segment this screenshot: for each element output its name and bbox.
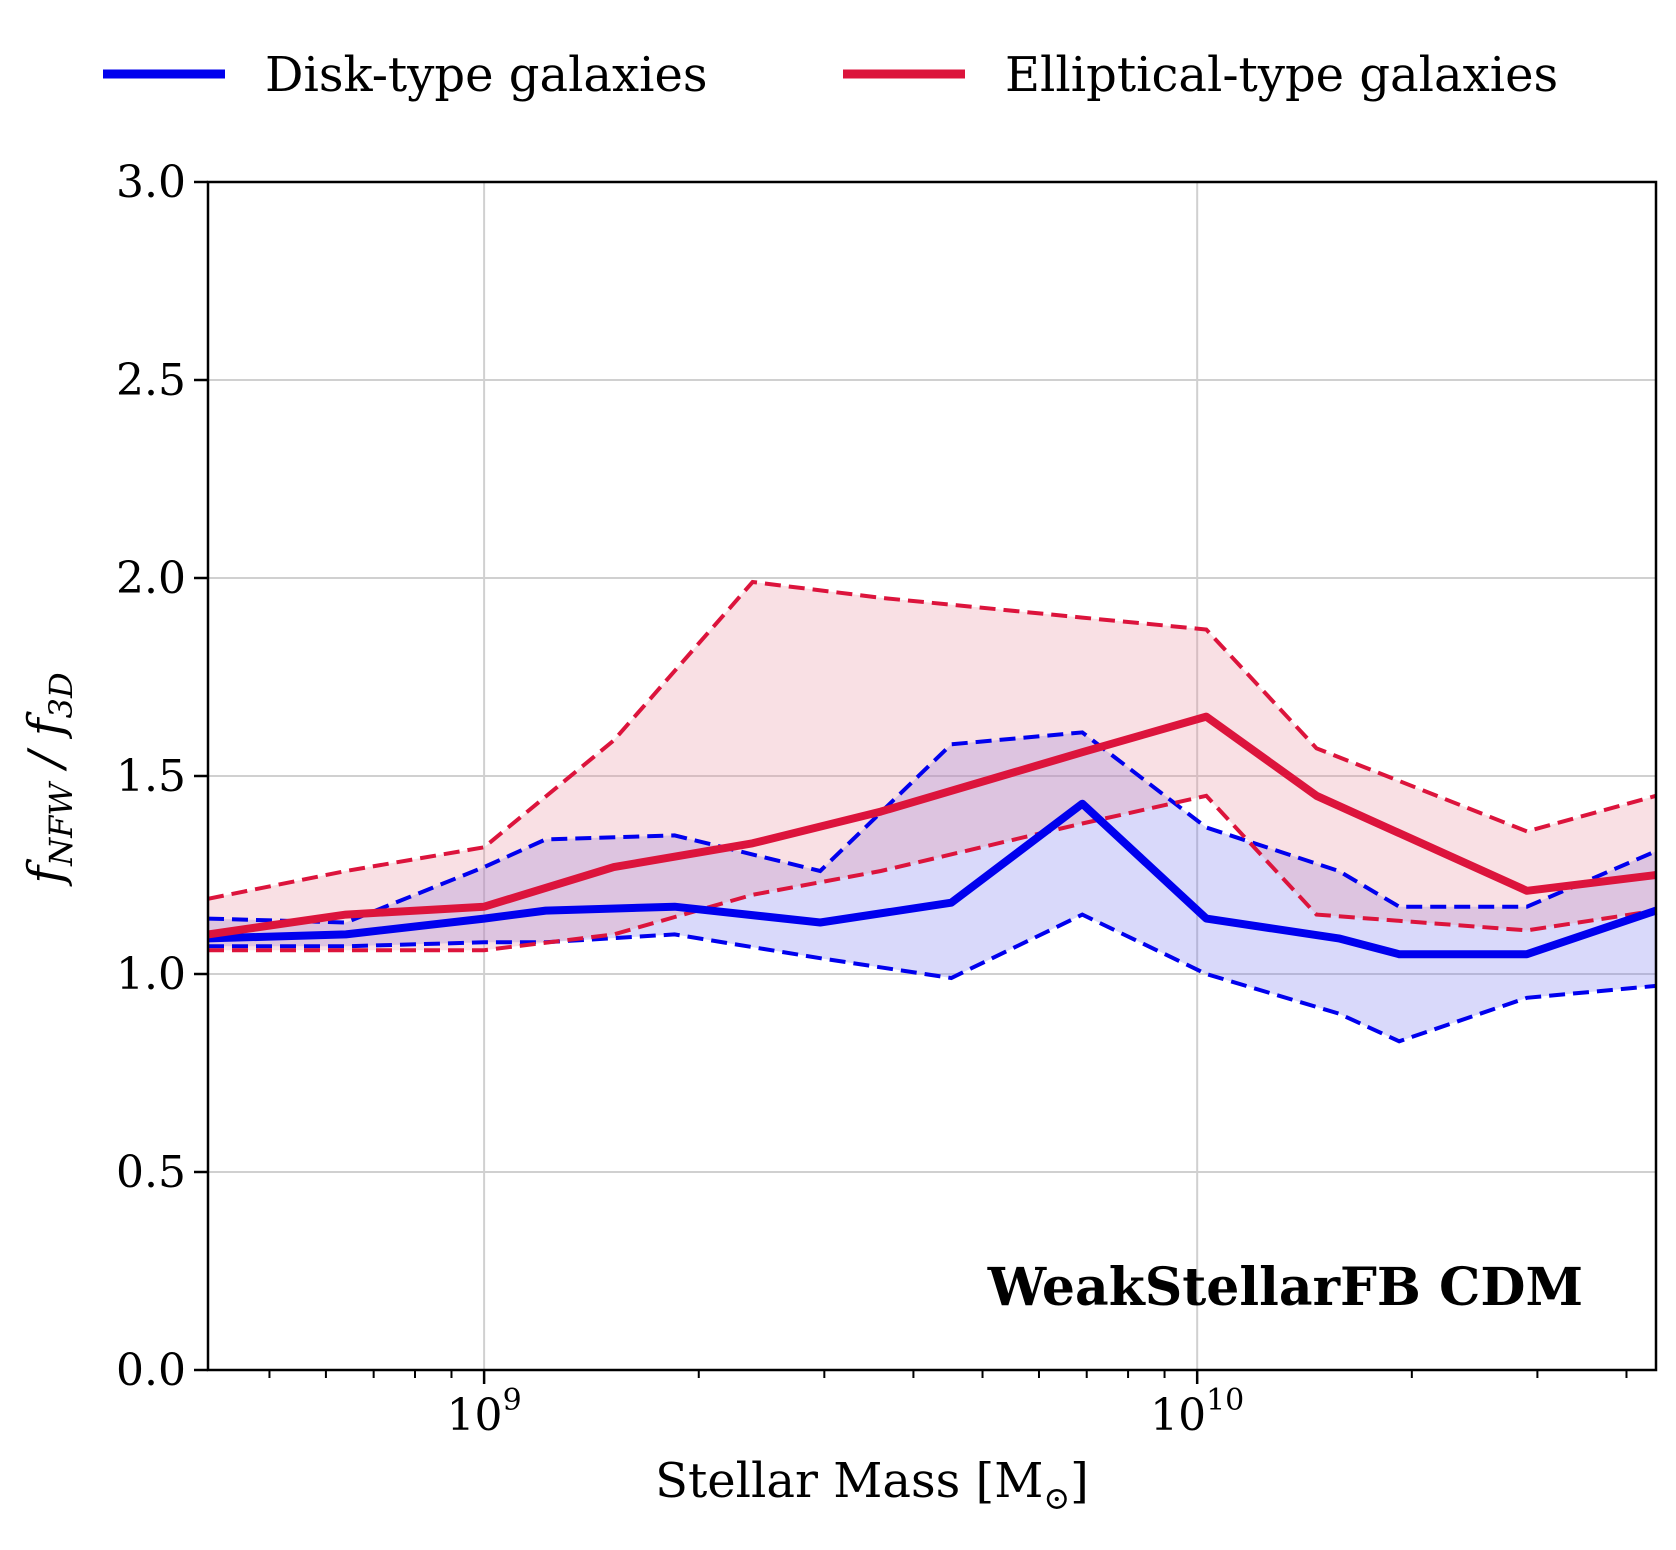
x-tick-label: 109 [447,1383,522,1441]
band-0 [208,732,1656,1042]
y-tick-label: 1.5 [116,751,186,802]
y-tick-label: 0.0 [116,1345,186,1396]
legend: Disk-type galaxies Elliptical-type galax… [103,47,1558,103]
x-axis-label: Stellar Mass [M⊙] [655,1453,1089,1517]
y-tick-label: 0.5 [116,1147,186,1198]
median-line-0 [207,799,1658,959]
model-annotation: WeakStellarFB CDM [987,1257,1583,1318]
y-tick-label: 2.5 [116,355,186,406]
y-axis-label: fNFW / f3D [18,672,80,886]
y-tick-label: 1.0 [116,949,186,1000]
median-line-1 [207,712,1657,939]
confidence-bands [208,582,1656,1042]
legend-label-elliptical: Elliptical-type galaxies [1005,47,1558,103]
legend-label-disk: Disk-type galaxies [265,47,708,103]
band-1 [208,582,1656,951]
x-tick-label: 1010 [1150,1383,1244,1441]
upper-line-1 [207,579,1657,901]
series-lines [207,579,1658,1044]
lower-line-1 [208,793,1657,953]
y-tick-label: 3.0 [116,157,186,208]
lower-line-0 [208,912,1657,1044]
axis-ticks: 0.0 0.5 1.0 1.5 2.0 2.5 3.0 109 1010 [116,157,1628,1441]
y-tick-label: 2.0 [116,553,186,604]
